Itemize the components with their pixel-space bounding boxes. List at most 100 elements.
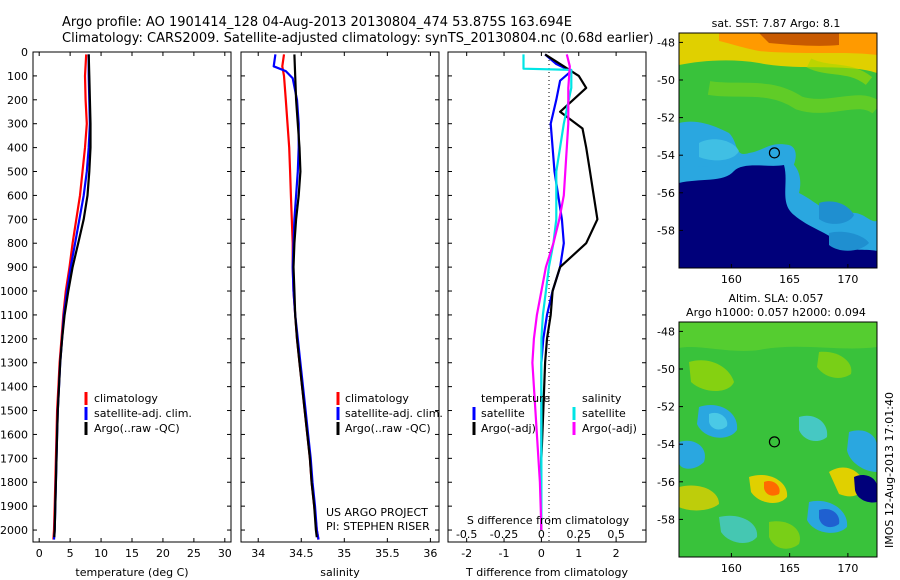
difference-axes-frame	[447, 51, 647, 543]
map-x-tick-label: 160	[721, 562, 742, 575]
map-x-tick-label: 170	[837, 273, 858, 286]
x-tick-label: -2	[461, 547, 472, 560]
legend-label-satellite: satellite-adj. clim.	[345, 407, 443, 420]
depth-tick-label: 1500	[0, 405, 28, 418]
x-tick-label: 2	[613, 547, 620, 560]
map-y-tick-label: -48	[657, 325, 675, 338]
map-x-tick-label: 160	[721, 273, 742, 286]
depth-tick-label: 1100	[0, 309, 28, 322]
x-tick-label: 0	[538, 547, 545, 560]
sst-map-title: sat. SST: 7.87 Argo: 8.1	[712, 17, 841, 30]
depth-tick-label: 800	[7, 237, 28, 250]
temperature-lines	[52, 54, 92, 540]
temperature-x-ticks: 0 5 10 15 20 25 30	[33, 51, 232, 560]
depth-tick-label: 1600	[0, 428, 28, 441]
x-tick-label: 0	[36, 547, 43, 560]
sla-map-subtitle: Argo h1000: 0.057 h2000: 0.094	[686, 306, 866, 319]
map-y-tick-label: -48	[657, 36, 675, 49]
depth-tick-label: 1300	[0, 357, 28, 370]
depth-tick-label: 300	[7, 118, 28, 131]
depth-tick-label: 600	[7, 189, 28, 202]
sla-map-title: Altim. SLA: 0.057	[728, 292, 823, 305]
depth-tick-label: 400	[7, 142, 28, 155]
x-top-tick-label: 0	[538, 528, 545, 541]
x-tick-label: 25	[187, 547, 201, 560]
series-line-satellite	[522, 54, 573, 530]
credit-project: US ARGO PROJECT	[326, 506, 428, 519]
salinity-x-ticks: 34 34.5 35 35.5 36	[241, 51, 439, 560]
depth-tick-label: 1200	[0, 333, 28, 346]
x-tick-label: 35	[337, 547, 351, 560]
map-y-tick-label: -52	[657, 401, 675, 414]
sst-map-frame	[678, 32, 878, 269]
x-top-tick-label: -0.5	[456, 528, 477, 541]
map-y-tick-label: -56	[657, 187, 675, 200]
x-tick-label: 10	[94, 547, 108, 560]
legend-label-climatology: climatology	[345, 392, 409, 405]
legend-label-argo-temp: Argo(-adj)	[481, 422, 536, 435]
series-line-argo-raw-qc	[292, 54, 318, 538]
map-y-tick-label: -54	[657, 438, 675, 451]
x-tick-label: 35.5	[375, 547, 400, 560]
legend-label-argo-sal: Argo(-adj)	[582, 422, 637, 435]
depth-tick-label: 1400	[0, 381, 28, 394]
map-x-tick-label: 170	[837, 562, 858, 575]
salinity-panel: 34 34.5 35 35.5 36 salinity climatology sate…	[240, 51, 443, 579]
depth-tick-label: 1700	[0, 452, 28, 465]
sst-map: sat. SST: 7.87 Argo: 8.1 160 165 170 -48 -50…	[657, 17, 878, 286]
salinity-xlabel: salinity	[320, 566, 360, 579]
x-top-tick-label: 0.5	[607, 528, 625, 541]
legend-label-satellite: satellite-adj. clim.	[94, 407, 192, 420]
sst-map-image	[679, 33, 877, 268]
legend-title-salinity: salinity	[582, 392, 622, 405]
x-tick-label: 5	[67, 547, 74, 560]
credit-pi: PI: STEPHEN RISER	[326, 520, 430, 533]
x-tick-label: 20	[156, 547, 170, 560]
depth-tick-label: 100	[7, 70, 28, 83]
x-tick-label: 34.5	[289, 547, 314, 560]
legend-label-argo: Argo(..raw -QC)	[345, 422, 431, 435]
map-x-tick-label: 165	[779, 273, 800, 286]
salinity-axes-frame	[240, 51, 440, 543]
argo-location-marker	[768, 147, 781, 159]
x-tick-label: 15	[125, 547, 139, 560]
depth-tick-label: 700	[7, 213, 28, 226]
difference-x-ticks: -2 -1 0 1 2 -0.5 -0.25 0 0.25 0.5	[448, 51, 646, 560]
legend-label-sat-temp: satellite	[481, 407, 525, 420]
x-tick-label: 34	[251, 547, 265, 560]
difference-xlabel-top: S difference from climatology	[467, 514, 630, 527]
legend-label-climatology: climatology	[94, 392, 158, 405]
sla-map-image	[679, 322, 877, 557]
depth-tick-label: 0	[21, 46, 28, 59]
sla-map-ticks: 160 165 170 -48 -50 -52 -54 -56 -58	[657, 325, 858, 575]
x-tick-label: -1	[499, 547, 510, 560]
difference-lines	[522, 53, 599, 531]
header-line2: Climatology: CARS2009. Satellite-adjuste…	[62, 31, 654, 46]
series-line-argo-raw-qc	[53, 54, 92, 538]
depth-tick-label: 1800	[0, 476, 28, 489]
temperature-legend: climatology satellite-adj. clim. Argo(..…	[84, 392, 192, 435]
map-y-tick-label: -52	[657, 112, 675, 125]
legend-label-sat-sal: satellite	[582, 407, 626, 420]
argo-location-marker	[768, 436, 781, 448]
imos-timestamp: IMOS 12-Aug-2013 17:01:40	[883, 392, 896, 548]
map-y-tick-label: -50	[657, 363, 675, 376]
x-tick-label: 30	[218, 547, 232, 560]
salinity-legend: climatology satellite-adj. clim. Argo(..…	[336, 392, 443, 435]
series-line-satellite	[540, 53, 573, 530]
map-y-tick-label: -58	[657, 513, 675, 526]
depth-tick-label: 1900	[0, 500, 28, 513]
sla-map: Altim. SLA: 0.057 Argo h1000: 0.057 h200…	[657, 292, 896, 575]
temperature-xlabel: temperature (deg C)	[75, 566, 188, 579]
map-x-tick-label: 165	[779, 562, 800, 575]
sla-map-frame	[678, 321, 878, 558]
difference-panel: -2 -1 0 1 2 -0.5 -0.25 0 0.25 0.5 T difference fr…	[447, 51, 647, 579]
difference-xlabel: T difference from climatology	[465, 566, 628, 579]
map-y-tick-label: -58	[657, 224, 675, 237]
depth-tick-label: 500	[7, 166, 28, 179]
depth-tick-label: 200	[7, 94, 28, 107]
x-tick-label: 36	[423, 547, 437, 560]
series-line-argo-adj	[540, 53, 599, 530]
series-line-argo-adj	[531, 54, 571, 531]
